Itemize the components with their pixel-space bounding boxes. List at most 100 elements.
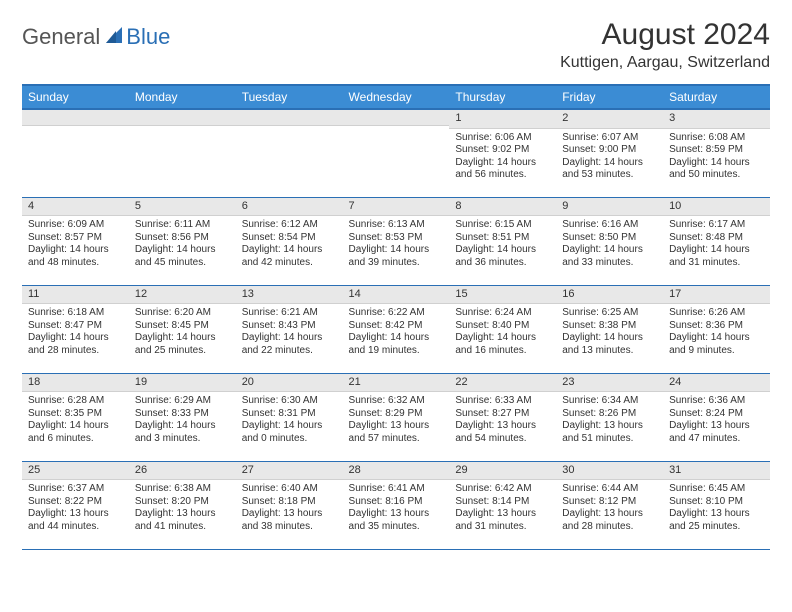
day-number: 10 (663, 198, 770, 217)
sunrise-text: Sunrise: 6:24 AM (455, 307, 550, 320)
calendar-cell: 19Sunrise: 6:29 AMSunset: 8:33 PMDayligh… (129, 373, 236, 461)
weekday-header: Saturday (663, 85, 770, 109)
daylight-text: Daylight: 14 hours and 19 minutes. (349, 332, 444, 357)
sunset-text: Sunset: 8:26 PM (562, 408, 657, 421)
day-number: 30 (556, 462, 663, 481)
sunset-text: Sunset: 8:33 PM (135, 408, 230, 421)
sunset-text: Sunset: 8:48 PM (669, 232, 764, 245)
daylight-text: Daylight: 14 hours and 36 minutes. (455, 244, 550, 269)
day-number: 18 (22, 374, 129, 393)
sunset-text: Sunset: 8:14 PM (455, 496, 550, 509)
sunset-text: Sunset: 8:10 PM (669, 496, 764, 509)
day-number: 16 (556, 286, 663, 305)
weekday-header: Tuesday (236, 85, 343, 109)
weekday-header: Friday (556, 85, 663, 109)
sunset-text: Sunset: 8:40 PM (455, 320, 550, 333)
day-content (236, 126, 343, 133)
sunset-text: Sunset: 8:53 PM (349, 232, 444, 245)
day-content: Sunrise: 6:44 AMSunset: 8:12 PMDaylight:… (556, 480, 663, 537)
day-content: Sunrise: 6:45 AMSunset: 8:10 PMDaylight:… (663, 480, 770, 537)
brand-word-2: Blue (126, 24, 170, 50)
sunrise-text: Sunrise: 6:38 AM (135, 483, 230, 496)
day-content: Sunrise: 6:09 AMSunset: 8:57 PMDaylight:… (22, 216, 129, 273)
sunset-text: Sunset: 8:12 PM (562, 496, 657, 509)
calendar-cell: 11Sunrise: 6:18 AMSunset: 8:47 PMDayligh… (22, 285, 129, 373)
daylight-text: Daylight: 14 hours and 33 minutes. (562, 244, 657, 269)
day-content: Sunrise: 6:12 AMSunset: 8:54 PMDaylight:… (236, 216, 343, 273)
day-content: Sunrise: 6:33 AMSunset: 8:27 PMDaylight:… (449, 392, 556, 449)
sunset-text: Sunset: 9:00 PM (562, 144, 657, 157)
day-content: Sunrise: 6:41 AMSunset: 8:16 PMDaylight:… (343, 480, 450, 537)
sunset-text: Sunset: 8:56 PM (135, 232, 230, 245)
title-block: August 2024 Kuttigen, Aargau, Switzerlan… (560, 18, 770, 72)
day-content: Sunrise: 6:08 AMSunset: 8:59 PMDaylight:… (663, 129, 770, 186)
calendar-cell: 15Sunrise: 6:24 AMSunset: 8:40 PMDayligh… (449, 285, 556, 373)
daylight-text: Daylight: 14 hours and 3 minutes. (135, 420, 230, 445)
day-content: Sunrise: 6:11 AMSunset: 8:56 PMDaylight:… (129, 216, 236, 273)
day-number: 24 (663, 374, 770, 393)
sunset-text: Sunset: 8:35 PM (28, 408, 123, 421)
sunrise-text: Sunrise: 6:12 AM (242, 219, 337, 232)
month-year: August 2024 (560, 18, 770, 52)
calendar-cell (236, 109, 343, 197)
sunset-text: Sunset: 8:50 PM (562, 232, 657, 245)
daylight-text: Daylight: 14 hours and 13 minutes. (562, 332, 657, 357)
calendar-body: 1Sunrise: 6:06 AMSunset: 9:02 PMDaylight… (22, 109, 770, 549)
calendar-cell: 18 Sunrise: 6:28 AMSunset: 8:35 PMDayligh… (22, 373, 129, 461)
day-number: 4 (22, 198, 129, 217)
day-content: Sunrise: 6:32 AMSunset: 8:29 PMDaylight:… (343, 392, 450, 449)
calendar-cell: 29Sunrise: 6:42 AMSunset: 8:14 PMDayligh… (449, 461, 556, 549)
day-number (236, 110, 343, 126)
day-number: 13 (236, 286, 343, 305)
calendar-cell: 26Sunrise: 6:38 AMSunset: 8:20 PMDayligh… (129, 461, 236, 549)
daylight-text: Daylight: 13 hours and 38 minutes. (242, 508, 337, 533)
daylight-text: Daylight: 14 hours and 25 minutes. (135, 332, 230, 357)
sunrise-text: Sunrise: 6:11 AM (135, 219, 230, 232)
sunset-text: Sunset: 8:42 PM (349, 320, 444, 333)
day-content: Sunrise: 6:34 AMSunset: 8:26 PMDaylight:… (556, 392, 663, 449)
day-content: Sunrise: 6:38 AMSunset: 8:20 PMDaylight:… (129, 480, 236, 537)
daylight-text: Daylight: 14 hours and 22 minutes. (242, 332, 337, 357)
daylight-text: Daylight: 14 hours and 31 minutes. (669, 244, 764, 269)
sunrise-text: Sunrise: 6:34 AM (562, 395, 657, 408)
sunrise-text: Sunrise: 6:17 AM (669, 219, 764, 232)
daylight-text: Daylight: 14 hours and 45 minutes. (135, 244, 230, 269)
calendar-table: Sunday Monday Tuesday Wednesday Thursday… (22, 84, 770, 550)
calendar-cell: 23Sunrise: 6:34 AMSunset: 8:26 PMDayligh… (556, 373, 663, 461)
daylight-text: Daylight: 14 hours and 6 minutes. (28, 420, 123, 445)
sunrise-text: Sunrise: 6:15 AM (455, 219, 550, 232)
daylight-text: Daylight: 14 hours and 53 minutes. (562, 157, 657, 182)
calendar-cell: 10Sunrise: 6:17 AMSunset: 8:48 PMDayligh… (663, 197, 770, 285)
sunset-text: Sunset: 8:24 PM (669, 408, 764, 421)
sunrise-text: Sunrise: 6:18 AM (28, 307, 123, 320)
header: General Blue August 2024 Kuttigen, Aarga… (22, 18, 770, 72)
sunset-text: Sunset: 8:20 PM (135, 496, 230, 509)
daylight-text: Daylight: 13 hours and 25 minutes. (669, 508, 764, 533)
day-number: 19 (129, 374, 236, 393)
sunrise-text: Sunrise: 6:13 AM (349, 219, 444, 232)
day-number: 26 (129, 462, 236, 481)
sunrise-text: Sunrise: 6:21 AM (242, 307, 337, 320)
daylight-text: Daylight: 14 hours and 39 minutes. (349, 244, 444, 269)
daylight-text: Daylight: 14 hours and 0 minutes. (242, 420, 337, 445)
sunrise-text: Sunrise: 6:32 AM (349, 395, 444, 408)
brand-word-1: General (22, 24, 100, 50)
calendar-cell: 24Sunrise: 6:36 AMSunset: 8:24 PMDayligh… (663, 373, 770, 461)
calendar-cell: 5Sunrise: 6:11 AMSunset: 8:56 PMDaylight… (129, 197, 236, 285)
sunrise-text: Sunrise: 6:20 AM (135, 307, 230, 320)
day-number: 7 (343, 198, 450, 217)
weekday-header: Sunday (22, 85, 129, 109)
calendar-cell: 9Sunrise: 6:16 AMSunset: 8:50 PMDaylight… (556, 197, 663, 285)
day-number: 29 (449, 462, 556, 481)
day-number: 3 (663, 110, 770, 129)
day-number: 1 (449, 110, 556, 129)
day-content: Sunrise: 6:17 AMSunset: 8:48 PMDaylight:… (663, 216, 770, 273)
calendar-cell (343, 109, 450, 197)
sail-icon (104, 25, 124, 50)
sunrise-text: Sunrise: 6:28 AM (28, 395, 123, 408)
weekday-header: Monday (129, 85, 236, 109)
weekday-header: Thursday (449, 85, 556, 109)
day-content: Sunrise: 6:15 AMSunset: 8:51 PMDaylight:… (449, 216, 556, 273)
sunset-text: Sunset: 8:36 PM (669, 320, 764, 333)
sunrise-text: Sunrise: 6:26 AM (669, 307, 764, 320)
